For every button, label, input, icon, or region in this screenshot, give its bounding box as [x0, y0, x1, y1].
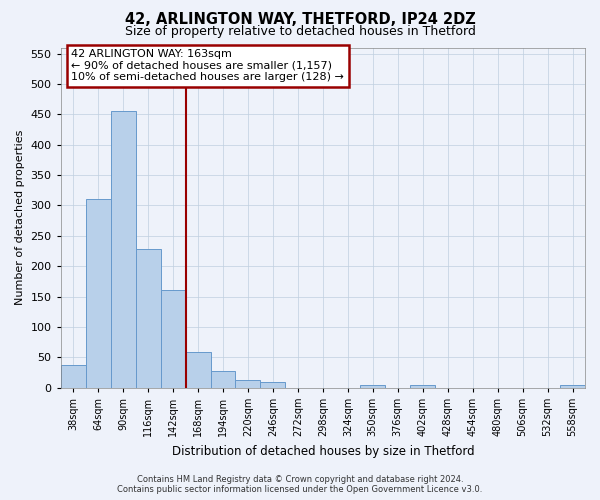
Text: 42, ARLINGTON WAY, THETFORD, IP24 2DZ: 42, ARLINGTON WAY, THETFORD, IP24 2DZ [125, 12, 475, 28]
Bar [185, 352, 211, 388]
Bar [361, 385, 385, 388]
Bar [410, 385, 435, 388]
Bar [136, 249, 161, 388]
Y-axis label: Number of detached properties: Number of detached properties [15, 130, 25, 306]
Bar [86, 198, 110, 388]
Bar [211, 371, 235, 388]
Bar [560, 385, 585, 388]
Bar [260, 382, 286, 388]
Bar [61, 365, 86, 388]
Text: Size of property relative to detached houses in Thetford: Size of property relative to detached ho… [125, 25, 475, 38]
Bar [235, 380, 260, 388]
Bar [110, 110, 136, 388]
Text: 42 ARLINGTON WAY: 163sqm
← 90% of detached houses are smaller (1,157)
10% of sem: 42 ARLINGTON WAY: 163sqm ← 90% of detach… [71, 49, 344, 82]
Text: Contains HM Land Registry data © Crown copyright and database right 2024.
Contai: Contains HM Land Registry data © Crown c… [118, 474, 482, 494]
X-axis label: Distribution of detached houses by size in Thetford: Distribution of detached houses by size … [172, 444, 474, 458]
Bar [161, 290, 185, 388]
